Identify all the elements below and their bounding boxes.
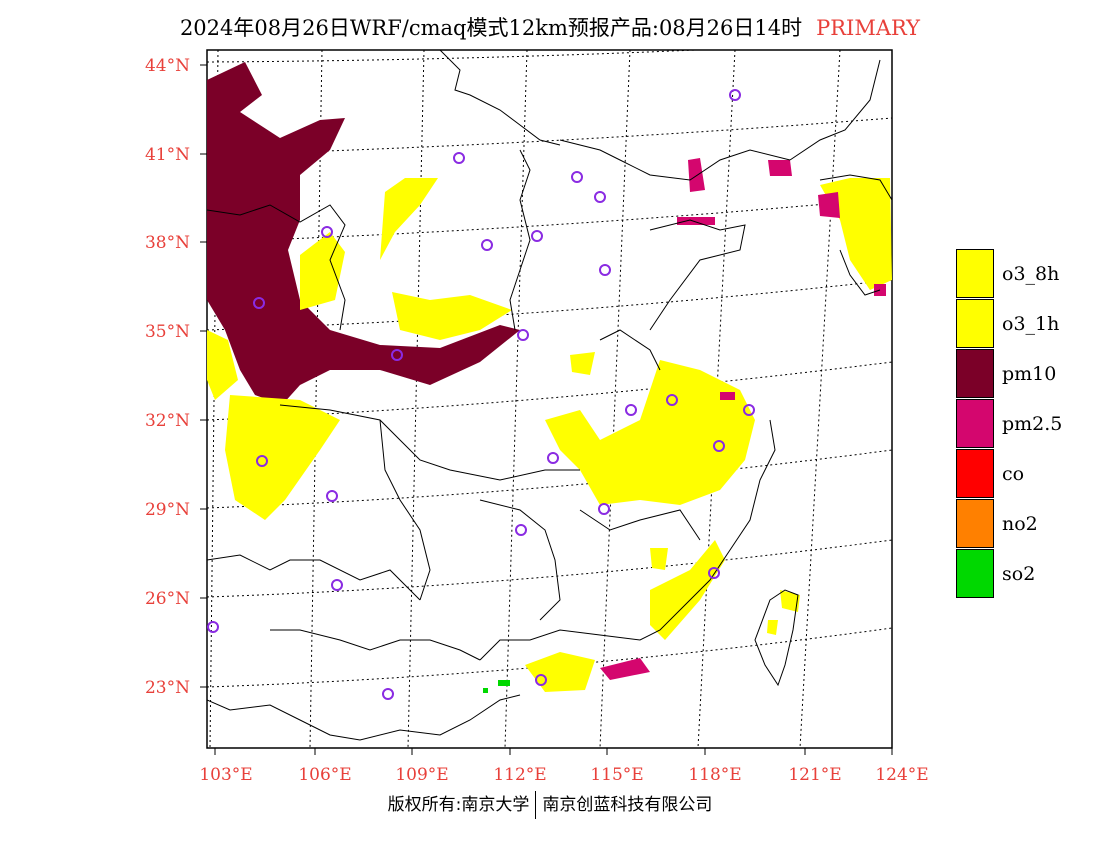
lon-label-115: 115°E (590, 765, 644, 785)
legend-item-o3-8h: o3_8h (956, 249, 1096, 299)
so2-regions (483, 680, 510, 693)
legend-label: co (1002, 463, 1025, 485)
legend-label: o3_1h (1002, 313, 1060, 335)
legend-swatch (956, 249, 994, 298)
lon-label-124: 124°E (875, 765, 929, 785)
legend-label: so2 (1002, 563, 1036, 585)
boundaries (207, 50, 892, 741)
lat-label-44: 44°N (144, 56, 190, 76)
copyright-footer: 版权所有:南京大学 南京创蓝科技有限公司 (0, 790, 1100, 819)
lat-label-41: 41°N (144, 145, 190, 165)
legend-swatch (956, 299, 994, 348)
legend-swatch (956, 399, 994, 448)
tick-marks (200, 64, 893, 755)
lat-label-38: 38°N (144, 233, 190, 253)
map-title: 2024年08月26日WRF/cmaq模式12km预报产品:08月26日14时 P… (0, 12, 1100, 42)
lon-label-112: 112°E (493, 765, 547, 785)
copyright-left: 版权所有:南京大学 (387, 795, 530, 815)
legend-label: pm2.5 (1002, 413, 1063, 435)
legend-item-co: co (956, 449, 1096, 499)
pollutant-legend: o3_8h o3_1h pm10 pm2.5 co no2 so2 (956, 249, 1096, 599)
graticule (207, 50, 892, 748)
lat-label-29: 29°N (144, 500, 190, 520)
footer-divider (535, 791, 537, 819)
lon-label-118: 118°E (688, 765, 742, 785)
legend-swatch (956, 349, 994, 398)
pm10-region (207, 62, 520, 405)
legend-swatch (956, 549, 994, 598)
lat-label-23: 23°N (144, 678, 190, 698)
legend-item-pm10: pm10 (956, 349, 1096, 399)
legend-label: pm10 (1002, 363, 1057, 385)
legend-item-no2: no2 (956, 499, 1096, 549)
legend-item-o3-1h: o3_1h (956, 299, 1096, 349)
lat-label-26: 26°N (144, 589, 190, 609)
title-text: 2024年08月26日WRF/cmaq模式12km预报产品:08月26日14时 (179, 16, 803, 40)
legend-label: no2 (1002, 513, 1038, 535)
legend-swatch (956, 499, 994, 548)
legend-label: o3_8h (1002, 263, 1060, 285)
title-tag: PRIMARY (816, 16, 921, 40)
lon-label-106: 106°E (298, 765, 352, 785)
lon-label-109: 109°E (395, 765, 449, 785)
legend-item-pm25: pm2.5 (956, 399, 1096, 449)
o3-regions (207, 178, 892, 692)
copyright-right: 南京创蓝科技有限公司 (542, 795, 713, 815)
lon-label-121: 121°E (788, 765, 842, 785)
station-markers (207, 89, 755, 700)
lat-label-32: 32°N (144, 411, 190, 431)
lat-label-35: 35°N (144, 322, 190, 342)
lon-label-103: 103°E (199, 765, 253, 785)
legend-item-so2: so2 (956, 549, 1096, 599)
legend-swatch (956, 449, 994, 498)
pm25-regions (600, 158, 886, 680)
